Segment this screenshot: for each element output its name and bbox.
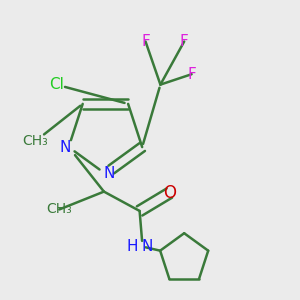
Text: F: F <box>180 34 189 49</box>
Text: Cl: Cl <box>49 77 64 92</box>
Text: CH₃: CH₃ <box>23 134 48 148</box>
Text: O: O <box>163 184 176 202</box>
Text: N: N <box>141 239 153 254</box>
Text: N: N <box>59 140 71 154</box>
Text: F: F <box>141 34 150 49</box>
Text: H: H <box>126 239 138 254</box>
Text: CH₃: CH₃ <box>46 202 72 216</box>
Text: F: F <box>187 67 196 82</box>
Text: N: N <box>103 166 115 181</box>
